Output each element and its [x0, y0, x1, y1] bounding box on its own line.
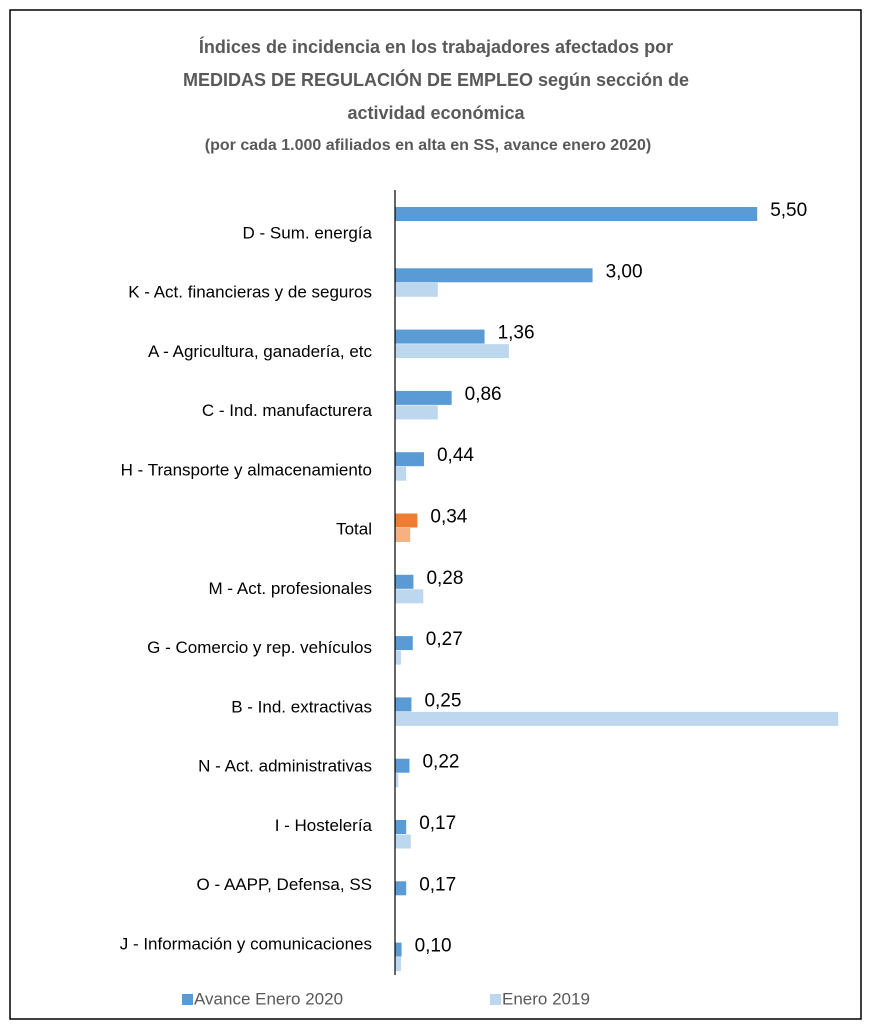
category-label: N - Act. administrativas [198, 757, 372, 776]
data-label: 1,36 [498, 323, 535, 344]
category-label: K - Act. financieras y de seguros [128, 283, 372, 302]
bar [395, 650, 401, 665]
category-label: I - Hostelería [275, 816, 373, 835]
chart-title: Índices de incidencia en los trabajadore… [199, 36, 673, 57]
category-label: H - Transporte y almacenamiento [121, 460, 372, 479]
data-label: 0,86 [465, 384, 502, 405]
data-label: 0,10 [415, 936, 452, 957]
data-label: 0,17 [419, 874, 456, 895]
data-label: 0,28 [426, 568, 463, 589]
legend-label: Avance Enero 2020 [194, 989, 343, 1008]
bar [395, 452, 424, 467]
data-label: 0,34 [430, 507, 467, 528]
category-label: G - Comercio y rep. vehículos [147, 638, 372, 657]
legend-swatch [490, 994, 501, 1005]
category-label: Total [336, 520, 372, 539]
bar [395, 636, 413, 651]
data-label: 0,44 [437, 445, 474, 466]
bar [395, 697, 412, 712]
data-label: 0,17 [419, 813, 456, 834]
chart-subtitle: (por cada 1.000 afiliados en alta en SS,… [205, 137, 651, 154]
chart-title: actividad económica [347, 103, 525, 123]
bar [395, 773, 399, 788]
category-label: O - AAPP, Defensa, SS [197, 875, 372, 894]
bar [395, 589, 424, 604]
bar [395, 957, 401, 972]
bar [395, 207, 758, 221]
category-label: J - Información y comunicaciones [120, 934, 372, 953]
data-label: 0,22 [422, 752, 459, 773]
data-label: 0,27 [426, 629, 463, 650]
bar [395, 574, 414, 589]
category-label: B - Ind. extractivas [231, 697, 372, 716]
bar [395, 513, 418, 528]
bar [395, 758, 410, 773]
bar [395, 834, 411, 849]
chart-frame [9, 9, 862, 1020]
category-label: A - Agricultura, ganadería, etc [148, 342, 372, 361]
bar [395, 711, 839, 726]
bar [395, 820, 407, 834]
bar [395, 390, 452, 405]
bar [395, 466, 407, 481]
data-label: 0,25 [424, 690, 461, 711]
bar [395, 344, 509, 359]
bar [395, 282, 438, 297]
bar [395, 329, 485, 344]
legend-swatch [182, 994, 193, 1005]
legend-label: Enero 2019 [502, 989, 590, 1008]
bar [395, 942, 402, 957]
bar [395, 405, 438, 420]
category-label: M - Act. profesionales [209, 579, 372, 598]
chart-title: MEDIDAS DE REGULACIÓN DE EMPLEO según se… [183, 69, 689, 90]
data-label: 3,00 [606, 261, 643, 282]
category-label: D - Sum. energía [243, 223, 373, 242]
bar [395, 268, 593, 283]
category-label: C - Ind. manufacturera [202, 401, 373, 420]
bar [395, 528, 411, 542]
data-label: 5,50 [770, 200, 807, 221]
bar [395, 881, 407, 896]
